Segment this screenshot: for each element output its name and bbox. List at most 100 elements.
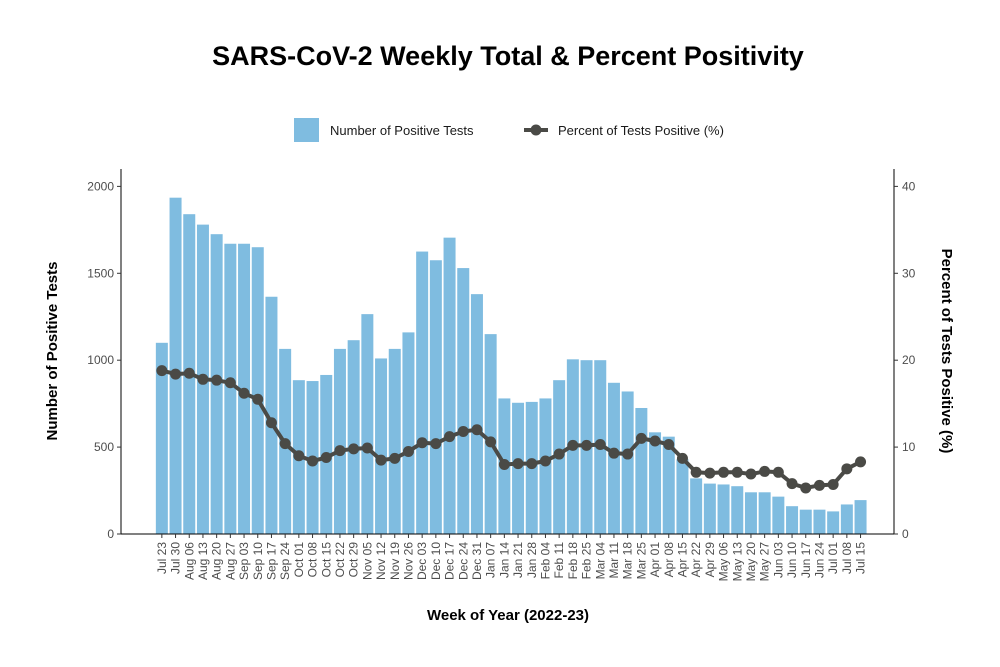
- bar-dec-17: [443, 237, 456, 534]
- percent-positive-line: [161, 368, 862, 490]
- x-tick-label: Aug 13: [196, 542, 210, 580]
- bar-aug-27: [224, 243, 237, 535]
- x-tick-label: Mar 11: [607, 542, 621, 579]
- x-tick-label: May 27: [758, 542, 772, 582]
- bar-jan-07: [484, 334, 497, 534]
- x-tick-label: Apr 29: [703, 542, 717, 578]
- y-ticks-right: 0 10 20 30 40: [894, 179, 916, 541]
- x-tick-label: Dec 17: [443, 542, 457, 580]
- bar-oct-22: [333, 348, 346, 534]
- bar-mar-25: [635, 407, 648, 534]
- legend: Number of Positive Tests Percent of Test…: [294, 118, 724, 142]
- x-ticks: Jul 23 Jul 30 Aug 06 Aug 13 Aug 20 Aug 27 Sep …: [155, 534, 868, 581]
- y-tick-label-left: 1500: [87, 266, 114, 280]
- point-apr-08: [663, 438, 675, 450]
- point-nov-19: [389, 452, 401, 464]
- x-tick-label: Jul 23: [155, 542, 169, 574]
- x-tick-label: Jan 07: [484, 542, 498, 578]
- point-aug-27: [224, 377, 236, 389]
- point-sep-17: [265, 417, 277, 429]
- y-tick-label-left: 2000: [87, 179, 114, 193]
- point-feb-25: [581, 439, 593, 451]
- x-tick-label: Apr 08: [662, 542, 676, 578]
- x-tick-label: Jan 14: [497, 542, 511, 578]
- point-jul-30: [170, 368, 182, 380]
- y-tick-label-right: 40: [902, 179, 916, 193]
- point-jul-01: [827, 478, 839, 490]
- point-aug-06: [183, 367, 195, 379]
- point-jan-14: [498, 458, 510, 470]
- point-may-13: [731, 466, 743, 478]
- bar-sep-17: [265, 296, 278, 534]
- bar-jul-30: [169, 197, 182, 534]
- bar-dec-31: [470, 294, 483, 534]
- point-dec-24: [457, 425, 469, 437]
- x-tick-label: Feb 18: [566, 542, 580, 580]
- point-oct-15: [320, 452, 332, 464]
- x-tick-label: Sep 10: [251, 542, 265, 580]
- y-tick-label-right: 0: [902, 527, 909, 541]
- bar-jun-10: [786, 506, 799, 534]
- x-tick-label: Nov 19: [388, 542, 402, 580]
- point-nov-12: [375, 454, 387, 466]
- bar-dec-10: [429, 260, 442, 534]
- y-tick-label-right: 10: [902, 440, 916, 454]
- y-tick-label-left: 500: [94, 440, 114, 454]
- x-tick-label: May 20: [744, 542, 758, 582]
- point-sep-24: [279, 438, 291, 450]
- bar-jun-03: [772, 496, 785, 534]
- bar-nov-05: [361, 314, 374, 534]
- y-axis-title-left: Number of Positive Tests: [44, 262, 61, 441]
- legend-swatch-bars: [294, 118, 319, 142]
- x-tick-label: Aug 06: [182, 542, 196, 580]
- x-tick-label: Nov 26: [401, 542, 415, 580]
- x-tick-label: Oct 29: [347, 542, 361, 578]
- x-tick-label: Jun 17: [799, 542, 813, 578]
- x-tick-label: Oct 22: [333, 542, 347, 578]
- bar-mar-18: [621, 391, 634, 534]
- point-feb-04: [539, 455, 551, 467]
- x-tick-label: Jan 21: [511, 542, 525, 578]
- point-oct-01: [293, 450, 305, 462]
- x-tick-label: Nov 05: [360, 542, 374, 580]
- point-apr-22: [690, 466, 702, 478]
- bar-jun-17: [799, 509, 812, 534]
- bar-apr-01: [649, 432, 662, 534]
- x-axis-title: Week of Year (2022-23): [427, 607, 589, 624]
- bar-may-27: [758, 492, 771, 534]
- x-tick-label: Mar 25: [634, 542, 648, 580]
- bar-apr-29: [703, 483, 716, 534]
- bar-jul-15: [854, 500, 867, 534]
- bars-layer: [155, 197, 867, 535]
- y-tick-label-left: 1000: [87, 353, 114, 367]
- point-may-06: [718, 466, 730, 478]
- point-jul-15: [855, 456, 867, 468]
- x-tick-label: May 06: [717, 542, 731, 582]
- x-tick-label: Oct 15: [319, 542, 333, 578]
- x-tick-label: Feb 04: [538, 542, 552, 580]
- x-tick-label: Dec 03: [415, 542, 429, 580]
- x-tick-label: Sep 24: [278, 542, 292, 580]
- point-aug-20: [211, 374, 223, 386]
- point-sep-10: [252, 393, 264, 405]
- bar-jul-08: [840, 504, 853, 534]
- x-tick-label: Jul 01: [826, 542, 840, 574]
- legend-swatch-point: [530, 124, 542, 136]
- bar-jun-24: [813, 509, 826, 534]
- point-jan-07: [485, 436, 497, 448]
- bar-may-20: [744, 492, 757, 534]
- line-layer: [156, 365, 867, 494]
- point-sep-03: [238, 387, 250, 399]
- point-nov-05: [361, 442, 373, 454]
- y-tick-label-right: 30: [902, 266, 916, 280]
- bar-jul-01: [827, 511, 840, 534]
- point-may-20: [745, 468, 757, 480]
- legend-label-line: Percent of Tests Positive (%): [558, 123, 724, 138]
- point-jun-17: [800, 482, 812, 494]
- point-feb-18: [567, 439, 579, 451]
- x-tick-label: Dec 10: [429, 542, 443, 580]
- point-apr-01: [649, 435, 661, 447]
- legend-label-bars: Number of Positive Tests: [330, 123, 474, 138]
- y-tick-label-left: 0: [107, 527, 114, 541]
